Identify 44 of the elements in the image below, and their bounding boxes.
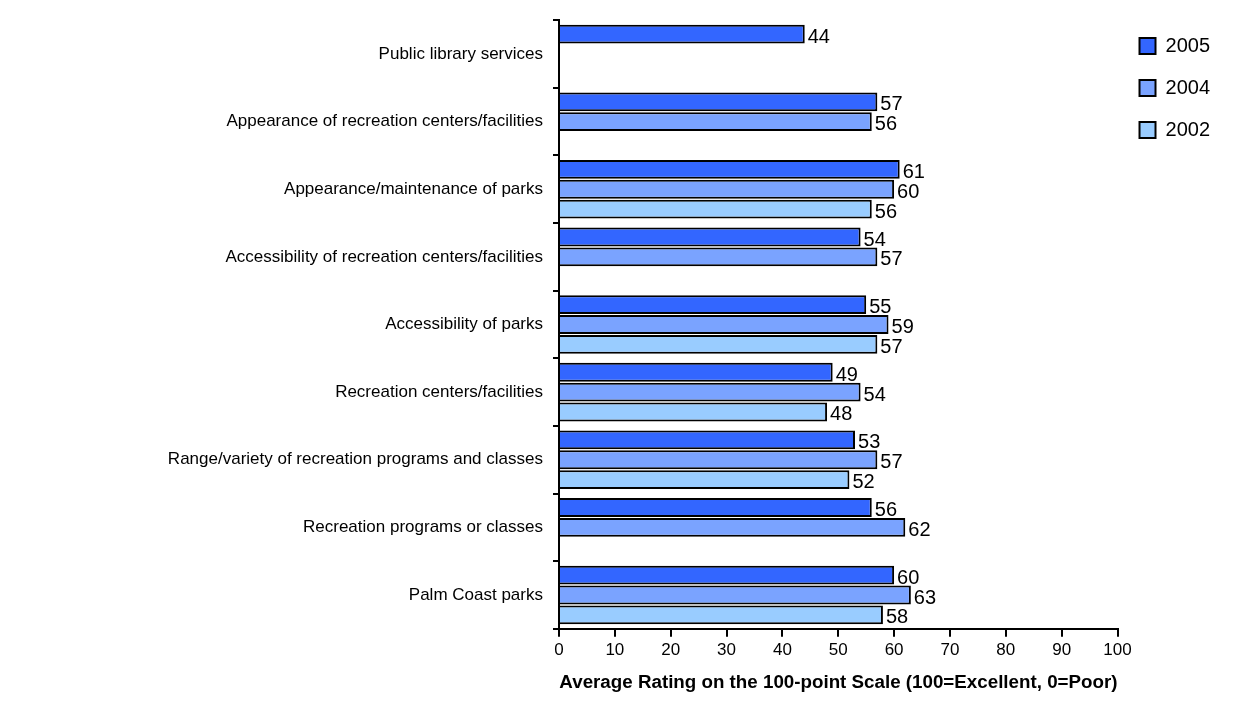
data-label: 56 <box>874 112 898 135</box>
x-tick-label: 40 <box>772 639 792 659</box>
y-tick-label: Public library services <box>378 43 543 63</box>
x-tick-label: 60 <box>884 639 904 659</box>
y-tick-label: Accessibility of recreation centers/facilities <box>225 246 543 266</box>
y-tick-label: Recreation centers/facilities <box>335 381 543 401</box>
y-tick-label: Accessibility of parks <box>385 314 543 334</box>
data-label: 57 <box>880 450 903 473</box>
x-tick-label: 100 <box>1103 639 1132 659</box>
x-axis-title: Average Rating on the 100-point Scale (100=Excellent, 0=Poor) <box>559 670 1118 692</box>
y-tick-label: Recreation programs or classes <box>303 517 543 537</box>
data-label: 60 <box>897 565 920 588</box>
data-label: 56 <box>874 199 898 222</box>
x-tick-label: 10 <box>605 639 625 659</box>
data-label: 56 <box>874 498 898 521</box>
y-tick-label: Appearance/maintenance of parks <box>284 178 543 198</box>
data-label: 60 <box>897 179 920 202</box>
data-label: 57 <box>880 92 903 115</box>
legend-label: 2005 <box>1165 33 1211 56</box>
data-label: 49 <box>835 362 858 385</box>
x-tick-label: 0 <box>554 639 564 659</box>
y-tick-label: Range/variety of recreation programs and classes <box>167 449 543 469</box>
x-tick-label: 90 <box>1052 639 1072 659</box>
data-label: 63 <box>913 585 937 608</box>
data-label: 44 <box>807 24 830 47</box>
data-label: 48 <box>830 402 853 425</box>
data-label: 53 <box>858 430 881 453</box>
data-label: 57 <box>880 247 903 270</box>
data-label: 52 <box>852 470 875 493</box>
x-tick-label: 30 <box>717 639 737 659</box>
y-tick-label: Appearance of recreation centers/facilities <box>226 111 543 131</box>
data-label: 54 <box>863 382 886 405</box>
x-tick-label: 50 <box>828 639 848 659</box>
x-tick-label: 70 <box>940 639 960 659</box>
data-label: 62 <box>908 517 931 540</box>
data-label: 55 <box>869 295 892 318</box>
legend-label: 2004 <box>1165 75 1211 98</box>
data-label: 58 <box>885 605 909 628</box>
legend-label: 2002 <box>1165 117 1211 140</box>
data-label: 61 <box>902 159 925 182</box>
data-label: 54 <box>863 227 886 250</box>
x-tick-label: 80 <box>996 639 1016 659</box>
y-tick-label: Palm Coast parks <box>408 584 543 604</box>
x-tick-label: 20 <box>661 639 681 659</box>
